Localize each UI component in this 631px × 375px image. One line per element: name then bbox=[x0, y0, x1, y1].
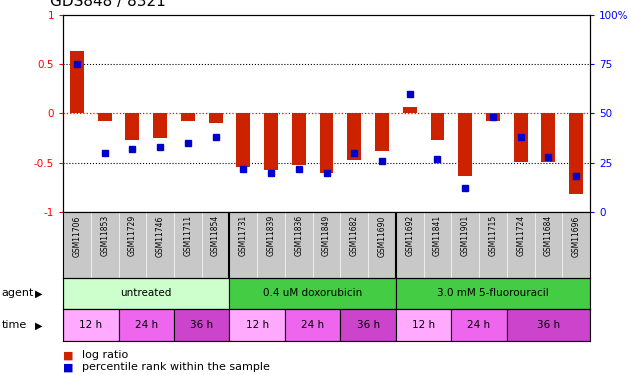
Text: GSM11836: GSM11836 bbox=[294, 215, 304, 256]
Text: GSM11839: GSM11839 bbox=[266, 215, 276, 256]
Bar bbox=[320, 113, 333, 172]
Bar bbox=[458, 113, 472, 177]
Text: GSM11724: GSM11724 bbox=[516, 215, 525, 256]
Text: GSM11684: GSM11684 bbox=[544, 215, 553, 256]
Text: GSM11746: GSM11746 bbox=[156, 215, 165, 256]
Bar bbox=[396, 309, 451, 341]
Text: GSM11682: GSM11682 bbox=[350, 215, 359, 256]
Bar bbox=[347, 113, 361, 160]
Text: 36 h: 36 h bbox=[190, 320, 213, 330]
Text: GSM11715: GSM11715 bbox=[488, 215, 497, 256]
Bar bbox=[264, 113, 278, 170]
Bar bbox=[126, 113, 139, 140]
Text: GSM11841: GSM11841 bbox=[433, 215, 442, 256]
Text: 24 h: 24 h bbox=[301, 320, 324, 330]
Bar bbox=[174, 309, 230, 341]
Text: time: time bbox=[1, 320, 27, 330]
Bar bbox=[181, 113, 195, 122]
Bar bbox=[403, 106, 416, 113]
Bar bbox=[375, 113, 389, 151]
Text: GSM11853: GSM11853 bbox=[100, 215, 109, 256]
Bar bbox=[292, 113, 306, 165]
Text: 12 h: 12 h bbox=[412, 320, 435, 330]
Bar bbox=[98, 113, 112, 122]
Text: 3.0 mM 5-fluorouracil: 3.0 mM 5-fluorouracil bbox=[437, 288, 549, 298]
Text: GSM11711: GSM11711 bbox=[184, 215, 192, 256]
Text: ■: ■ bbox=[63, 363, 74, 372]
Text: GSM11692: GSM11692 bbox=[405, 215, 414, 256]
Text: 36 h: 36 h bbox=[357, 320, 380, 330]
Bar bbox=[230, 309, 285, 341]
Text: GSM11854: GSM11854 bbox=[211, 215, 220, 256]
Text: ■: ■ bbox=[63, 351, 74, 360]
Bar bbox=[70, 51, 84, 113]
Text: percentile rank within the sample: percentile rank within the sample bbox=[82, 363, 270, 372]
Text: untreated: untreated bbox=[121, 288, 172, 298]
Text: ▶: ▶ bbox=[35, 320, 42, 330]
Text: 12 h: 12 h bbox=[80, 320, 102, 330]
Text: GSM11849: GSM11849 bbox=[322, 215, 331, 256]
Bar bbox=[507, 309, 590, 341]
Text: GSM11729: GSM11729 bbox=[128, 215, 137, 256]
Text: log ratio: log ratio bbox=[82, 351, 128, 360]
Text: 12 h: 12 h bbox=[245, 320, 269, 330]
Bar bbox=[340, 309, 396, 341]
Bar bbox=[430, 113, 444, 140]
Bar bbox=[569, 113, 583, 194]
Text: 24 h: 24 h bbox=[468, 320, 491, 330]
Text: 24 h: 24 h bbox=[135, 320, 158, 330]
Text: GSM11690: GSM11690 bbox=[377, 215, 387, 256]
Bar bbox=[451, 309, 507, 341]
Bar bbox=[209, 113, 223, 123]
Text: agent: agent bbox=[1, 288, 33, 298]
Bar bbox=[285, 309, 340, 341]
Text: GDS848 / 8321: GDS848 / 8321 bbox=[50, 0, 166, 9]
Text: GSM11696: GSM11696 bbox=[572, 215, 581, 256]
Text: GSM11706: GSM11706 bbox=[73, 215, 81, 256]
Bar bbox=[541, 113, 555, 162]
Bar bbox=[514, 113, 528, 162]
Bar bbox=[230, 278, 396, 309]
Bar bbox=[63, 278, 230, 309]
Bar bbox=[486, 113, 500, 122]
Bar bbox=[119, 309, 174, 341]
Text: ▶: ▶ bbox=[35, 288, 42, 298]
Bar bbox=[63, 309, 119, 341]
Text: GSM11901: GSM11901 bbox=[461, 215, 469, 256]
Text: 0.4 uM doxorubicin: 0.4 uM doxorubicin bbox=[263, 288, 362, 298]
Bar bbox=[237, 113, 251, 166]
Text: 36 h: 36 h bbox=[537, 320, 560, 330]
Text: GSM11731: GSM11731 bbox=[239, 215, 248, 256]
Bar bbox=[396, 278, 590, 309]
Bar bbox=[153, 113, 167, 138]
